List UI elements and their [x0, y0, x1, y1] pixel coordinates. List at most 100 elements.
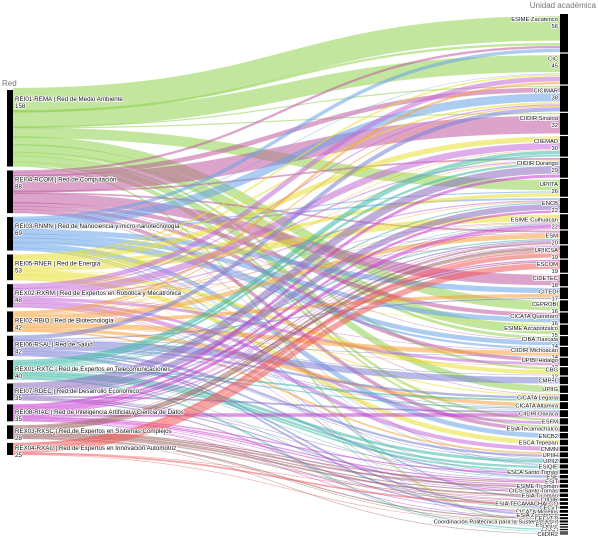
- target-value: 15: [552, 333, 558, 339]
- target-node[interactable]: [560, 464, 568, 469]
- target-node[interactable]: [560, 446, 568, 452]
- source-label: REI05-RNER | Red de Energía: [15, 261, 101, 268]
- target-value: 22: [552, 224, 558, 230]
- target-node[interactable]: [560, 273, 568, 287]
- source-value: 35: [15, 395, 22, 402]
- target-node[interactable]: [560, 475, 568, 479]
- target-node[interactable]: [560, 531, 568, 533]
- target-node[interactable]: [560, 85, 568, 112]
- target-node[interactable]: [560, 509, 568, 513]
- flow-link: [12, 452, 561, 505]
- flow-link: [12, 73, 561, 221]
- target-node[interactable]: [560, 324, 568, 335]
- target-node[interactable]: [560, 425, 568, 432]
- source-node[interactable]: [7, 90, 13, 167]
- flow-link: [12, 241, 561, 413]
- target-value: 29: [552, 168, 558, 174]
- target-node[interactable]: [560, 245, 568, 259]
- target-node[interactable]: [560, 493, 568, 497]
- target-node[interactable]: [560, 513, 568, 516]
- target-node[interactable]: [560, 484, 568, 488]
- target-node[interactable]: [560, 376, 568, 385]
- source-label: REX04-RXAU | Red de Expertos en Innovaci…: [15, 445, 176, 452]
- target-node[interactable]: [560, 136, 568, 157]
- source-node[interactable]: [7, 404, 13, 422]
- target-node[interactable]: [560, 197, 568, 214]
- target-node[interactable]: [560, 178, 568, 197]
- target-value: 30: [552, 146, 558, 152]
- source-node[interactable]: [7, 217, 13, 251]
- target-node[interactable]: [560, 458, 568, 464]
- target-node[interactable]: [560, 523, 568, 526]
- flow-link: [12, 438, 561, 534]
- target-node[interactable]: [560, 469, 568, 474]
- target-node[interactable]: [560, 502, 568, 505]
- target-label: CIIDIR Oaxaca: [519, 412, 559, 418]
- target-node[interactable]: [560, 157, 568, 178]
- target-node[interactable]: [560, 336, 568, 346]
- target-node[interactable]: [560, 367, 568, 376]
- source-label: REI01-REMA | Red de Medio Ambiente: [15, 96, 123, 103]
- target-label: ESIT: [545, 479, 558, 485]
- target-node[interactable]: [560, 452, 568, 458]
- target-node[interactable]: [560, 357, 568, 366]
- target-node[interactable]: [560, 526, 568, 528]
- target-node[interactable]: [560, 410, 568, 418]
- target-label: CNMN: [541, 447, 558, 453]
- target-label: ESIQIE: [539, 464, 558, 470]
- target-node[interactable]: [560, 300, 568, 312]
- target-node[interactable]: [560, 517, 568, 520]
- left-axis-title: Red: [2, 79, 17, 88]
- source-label: REI02-RBIO | Red de Biotecnología: [15, 317, 114, 324]
- target-node[interactable]: [560, 312, 568, 324]
- source-node[interactable]: [7, 170, 13, 214]
- source-label: REX01-RXTC | Red de Expertos en Telecomu…: [15, 366, 171, 373]
- source-value: 88: [15, 183, 22, 190]
- source-node[interactable]: [7, 442, 13, 455]
- source-node[interactable]: [7, 311, 13, 332]
- target-node[interactable]: [560, 259, 568, 273]
- source-node[interactable]: [7, 254, 13, 281]
- flow-link: [12, 419, 561, 491]
- target-label: CIC: [548, 57, 558, 63]
- target-node[interactable]: [560, 394, 568, 401]
- target-node[interactable]: [560, 520, 568, 523]
- target-label: CICATA Morelos: [516, 509, 558, 515]
- flow-links: [12, 16, 561, 534]
- target-node[interactable]: [560, 506, 568, 509]
- target-value: 12: [552, 374, 558, 380]
- target-node[interactable]: [560, 230, 568, 245]
- flow-link: [12, 105, 561, 315]
- flow-link: [12, 154, 561, 365]
- target-node[interactable]: [560, 287, 568, 300]
- source-value: 35: [15, 416, 22, 423]
- target-node[interactable]: [560, 528, 568, 531]
- target-node[interactable]: [560, 418, 568, 425]
- target-node[interactable]: [560, 112, 568, 135]
- target-node[interactable]: [560, 433, 568, 439]
- target-node[interactable]: [560, 533, 568, 535]
- target-label: CMP+L: [539, 378, 559, 384]
- target-node[interactable]: [560, 498, 568, 501]
- target-node[interactable]: [560, 346, 568, 357]
- flow-link: [12, 420, 561, 513]
- target-node[interactable]: [560, 402, 568, 410]
- source-node[interactable]: [7, 360, 13, 380]
- target-label: UPIITA: [540, 182, 558, 188]
- target-node[interactable]: [560, 385, 568, 393]
- target-node[interactable]: [560, 14, 568, 53]
- target-node[interactable]: [560, 214, 568, 230]
- source-node[interactable]: [7, 383, 13, 401]
- source-node[interactable]: [7, 335, 13, 357]
- flow-link: [12, 349, 561, 457]
- source-node[interactable]: [7, 425, 13, 439]
- target-node[interactable]: [560, 479, 568, 484]
- source-node[interactable]: [7, 284, 13, 308]
- target-label: CIIDIR Michoacán: [511, 348, 558, 354]
- target-label: CBG: [545, 367, 558, 373]
- flow-link: [12, 398, 561, 491]
- target-node[interactable]: [560, 488, 568, 493]
- target-node[interactable]: [560, 439, 568, 446]
- target-node[interactable]: [560, 53, 568, 85]
